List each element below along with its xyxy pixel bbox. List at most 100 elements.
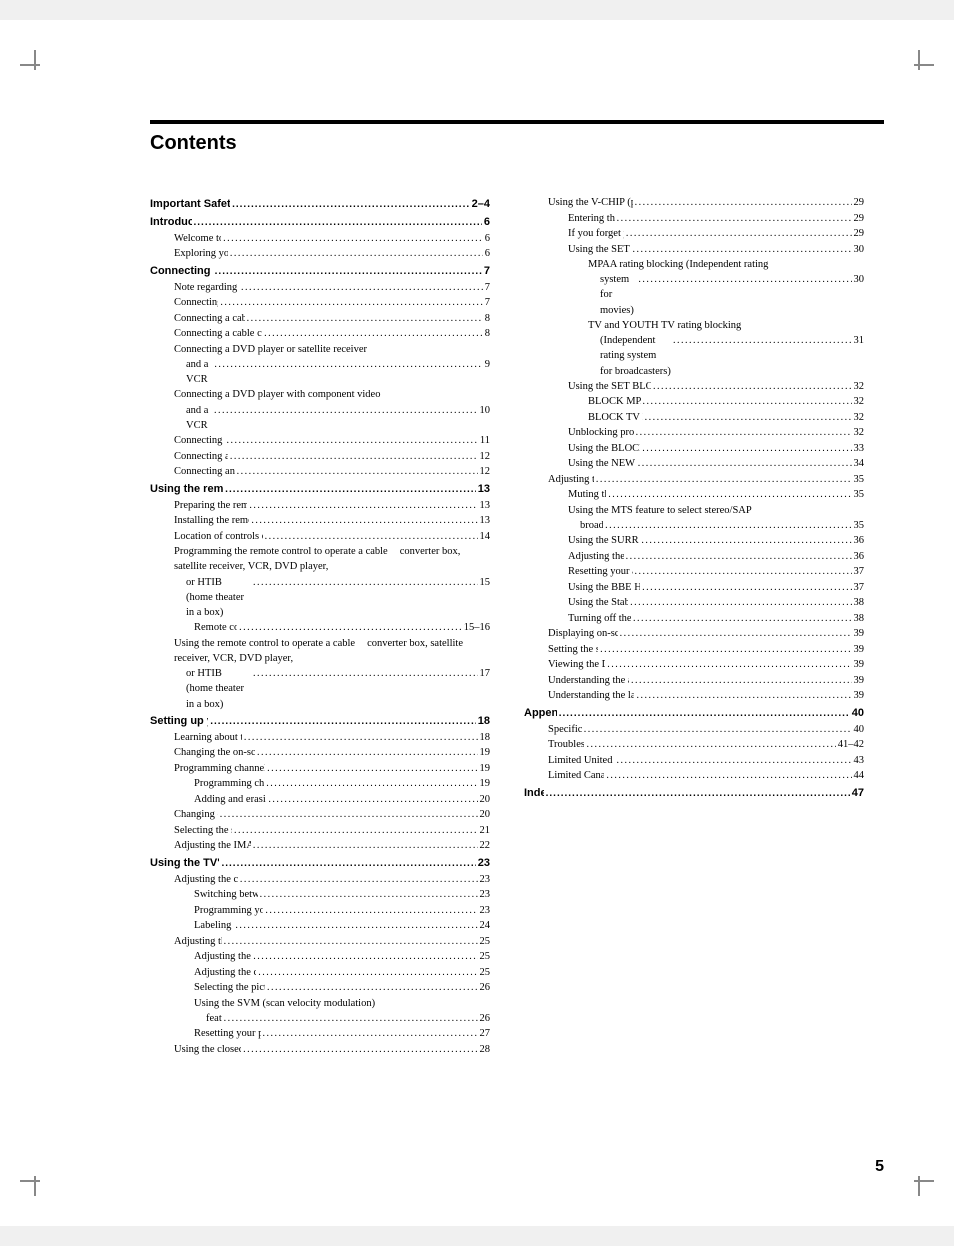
toc-label: Using the remote control to operate a ca… bbox=[174, 638, 355, 649]
toc-label: Using the MTS feature to select stereo/S… bbox=[568, 505, 752, 516]
toc-page: 23 bbox=[480, 903, 491, 918]
toc-entry: Changing the on-screen display language1… bbox=[150, 745, 490, 761]
toc-page: 39 bbox=[854, 657, 865, 672]
toc-entry: Connecting a cable converter box and a V… bbox=[150, 326, 490, 342]
toc-label: Adjusting the picture bbox=[174, 934, 222, 949]
toc-page: 7 bbox=[485, 280, 490, 295]
toc-dots bbox=[241, 281, 483, 296]
toc-dots bbox=[607, 658, 851, 673]
toc-entry: Changing channels20 bbox=[150, 807, 490, 823]
toc-entry: Muting the sound35 bbox=[524, 487, 864, 503]
toc-page: 23 bbox=[480, 872, 491, 887]
toc-entry: If you forget your PIN code29 bbox=[524, 226, 864, 242]
toc-page: 32 bbox=[854, 394, 865, 409]
toc-label: Using the V-CHIP (parental control) feat… bbox=[548, 195, 633, 210]
toc-dots bbox=[600, 643, 851, 658]
toc-entry: Adjusting the picture quality25 bbox=[150, 949, 490, 965]
toc-dots bbox=[253, 667, 478, 682]
toc-label: or HTIB (home theater in a box) bbox=[186, 575, 251, 621]
toc-label: Adding and erasing channels manually bbox=[194, 792, 266, 807]
toc-page: 13 bbox=[480, 513, 491, 528]
toc-label: Connecting your TV bbox=[150, 264, 213, 280]
toc-dots bbox=[214, 358, 482, 373]
toc-label: Using the closed caption feature bbox=[174, 1042, 241, 1057]
toc-entry: Adjusting the color temperature25 bbox=[150, 965, 490, 981]
toc-entry: Learning about the menu system18 bbox=[150, 730, 490, 746]
toc-label: Viewing the DEMO mode bbox=[548, 657, 605, 672]
toc-page: 20 bbox=[480, 807, 491, 822]
toc-dots bbox=[605, 519, 851, 534]
toc-entry: Using the NEW PIN CODE feature34 bbox=[524, 456, 864, 472]
toc-label: Installing the remote control batteries bbox=[174, 513, 249, 528]
toc-dots bbox=[626, 550, 852, 565]
toc-entry: Limited Canada Warranty44 bbox=[524, 768, 864, 784]
toc-dots bbox=[267, 981, 478, 996]
toc-entry: Location of controls on TV and remote co… bbox=[150, 529, 490, 545]
toc-dots bbox=[251, 514, 477, 529]
toc-page: 20 bbox=[480, 792, 491, 807]
toc-page: 40 bbox=[852, 706, 864, 722]
toc-dots bbox=[633, 612, 852, 627]
header-rule bbox=[150, 120, 884, 124]
toc-page: 18 bbox=[478, 714, 490, 730]
toc-label: Using the SET RATING feature bbox=[568, 242, 630, 257]
toc-label: If you forget your PIN code bbox=[568, 226, 624, 241]
toc-page: 25 bbox=[480, 949, 491, 964]
toc-page: 28 bbox=[480, 1042, 491, 1057]
toc-page: 29 bbox=[854, 211, 865, 226]
toc-label: Displaying on-screen information bbox=[548, 626, 618, 641]
toc-label: Preparing the remote control for use bbox=[174, 498, 247, 513]
toc-label: Note regarding picture quality bbox=[174, 280, 239, 295]
toc-label: BLOCK MPAA UNRATED bbox=[588, 394, 641, 409]
toc-entry: Entering the PIN code 29 bbox=[524, 211, 864, 227]
toc-dots bbox=[268, 793, 477, 808]
toc-page: 23 bbox=[480, 887, 491, 902]
toc-page: 13 bbox=[480, 498, 491, 513]
toc-label: Programming channels into the channel me… bbox=[174, 761, 265, 776]
toc-page: 15 bbox=[480, 575, 491, 590]
toc-columns: Important Safety Information2–4Introduct… bbox=[150, 195, 884, 1057]
toc-label: and a VCR bbox=[186, 403, 212, 433]
toc-dots bbox=[224, 1012, 478, 1027]
toc-entry: Connecting a cable converter box8 bbox=[150, 311, 490, 327]
toc-dots bbox=[249, 499, 477, 514]
toc-label: Connecting an audio system bbox=[174, 464, 235, 479]
toc-page: 35 bbox=[854, 487, 865, 502]
toc-dots bbox=[220, 296, 482, 311]
toc-label: Introduction bbox=[150, 215, 192, 231]
toc-label: BLOCK TV NONE RATING bbox=[588, 410, 643, 425]
toc-entry: Connecting an audio system12 bbox=[150, 464, 490, 480]
toc-entry: Switching between two channels23 bbox=[150, 887, 490, 903]
toc-dots bbox=[638, 273, 851, 288]
toc-page: 35 bbox=[854, 518, 865, 533]
toc-page: 7 bbox=[485, 295, 490, 310]
toc-dots bbox=[220, 808, 478, 823]
toc-page: 25 bbox=[480, 965, 491, 980]
toc-dots bbox=[616, 754, 851, 769]
toc-page: 7 bbox=[484, 264, 490, 280]
toc-dots bbox=[596, 473, 852, 488]
toc-entry: Connecting your TV 7 bbox=[150, 264, 490, 280]
toc-label: Using the BLOCK CHANNEL feature bbox=[568, 441, 640, 456]
toc-page: 30 bbox=[854, 272, 865, 287]
toc-entry: BLOCK MPAA UNRATED 32 bbox=[524, 394, 864, 410]
toc-entry: Using the TV's features23 bbox=[150, 856, 490, 872]
toc-label: Using the SVM (scan velocity modulation) bbox=[194, 998, 375, 1009]
toc-dots bbox=[559, 707, 850, 722]
toc-dots bbox=[194, 216, 482, 231]
toc-page: 8 bbox=[485, 311, 490, 326]
toc-page: 13 bbox=[478, 482, 490, 498]
toc-dots bbox=[263, 1027, 478, 1042]
toc-page: 15–16 bbox=[464, 620, 490, 635]
toc-label: Limited Canada Warranty bbox=[548, 768, 604, 783]
toc-page: 37 bbox=[854, 564, 865, 579]
toc-entry: Resetting your picture adjustments27 bbox=[150, 1026, 490, 1042]
toc-page: 36 bbox=[854, 549, 865, 564]
toc-label: Exploring your new TV bbox=[174, 246, 228, 261]
toc-page: 6 bbox=[484, 215, 490, 231]
toc-page: 25 bbox=[480, 934, 491, 949]
toc-label: Specifications bbox=[548, 722, 582, 737]
toc-dots bbox=[546, 787, 850, 802]
toc-label: Entering the PIN code bbox=[568, 211, 615, 226]
toc-dots bbox=[244, 731, 478, 746]
